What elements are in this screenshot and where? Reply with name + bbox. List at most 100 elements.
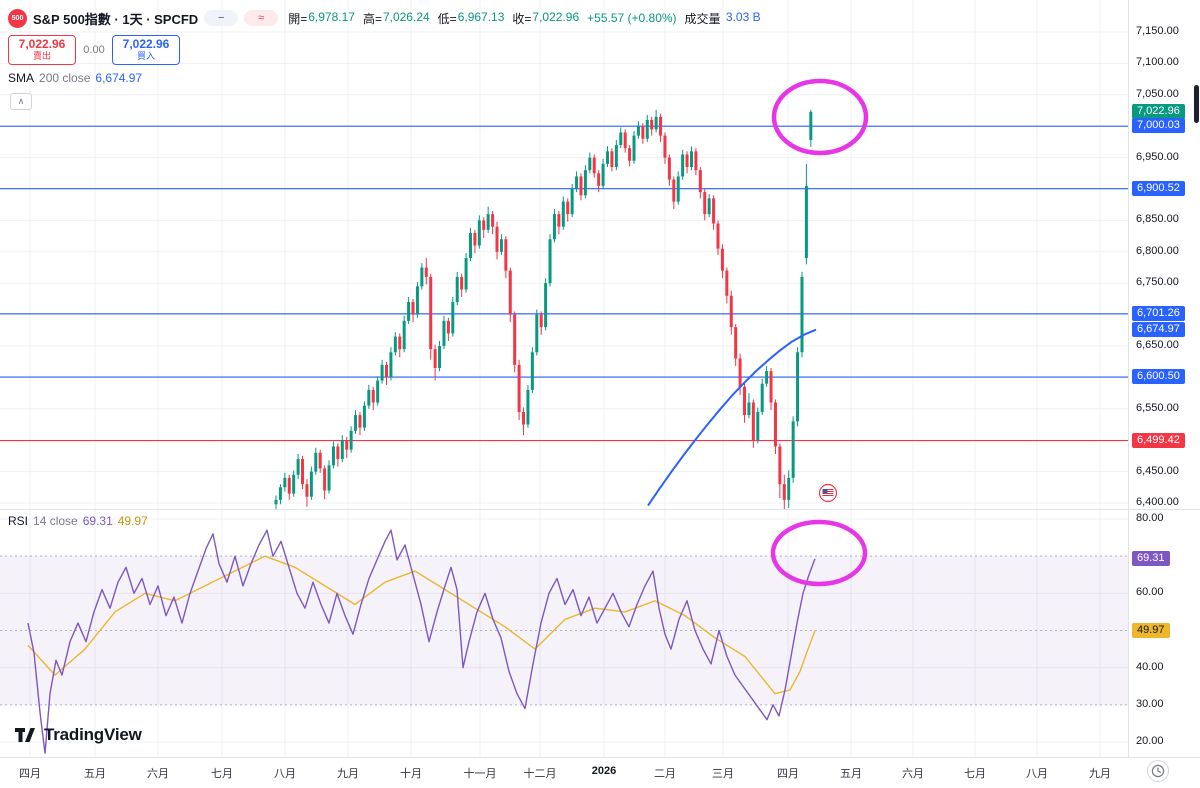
candle	[486, 206, 490, 233]
candle	[610, 148, 614, 172]
rsi-ma-line[interactable]	[27, 555, 816, 695]
candle	[287, 474, 291, 500]
time-axis-month-label: 五月	[840, 768, 862, 780]
candle	[756, 407, 760, 444]
candle	[464, 253, 468, 293]
highlight-ellipse-rsi[interactable]	[770, 519, 868, 587]
candle	[415, 281, 419, 318]
open-label: 開=	[288, 11, 308, 26]
buy-button[interactable]: 7,022.96 買入	[112, 35, 180, 65]
axis-price-badge: 7,022.96	[1132, 103, 1185, 119]
axis-tick-label: 20.00	[1136, 735, 1164, 747]
candle	[791, 416, 795, 483]
candle	[694, 148, 698, 176]
candle	[606, 146, 609, 168]
ohlc-readout: 開= 6,978.17 高= 7,026.24 低= 6,967.13 收= 7,022…	[288, 10, 760, 27]
candle	[420, 263, 424, 290]
candle	[720, 244, 724, 279]
candle	[376, 376, 380, 406]
candle	[579, 173, 583, 201]
candle	[782, 474, 786, 510]
candle	[535, 309, 539, 356]
time-axis-month-label: 七月	[211, 768, 233, 780]
candle	[672, 176, 676, 210]
time-axis-month-label: 十二月	[523, 768, 557, 780]
price-pane-canvas[interactable]	[0, 0, 1128, 510]
open-value: 6,978.17	[308, 9, 355, 24]
rsi-band-fill	[0, 556, 1128, 705]
candle	[787, 470, 791, 509]
pane-divider[interactable]	[0, 509, 1200, 510]
time-axis-month-label: 六月	[147, 768, 169, 780]
clock-icon	[1151, 764, 1165, 778]
time-axis-month-label: 二月	[654, 768, 676, 780]
candle	[477, 215, 481, 249]
candle	[570, 183, 574, 218]
candle	[305, 479, 309, 507]
candle	[667, 154, 671, 186]
axis-tick-label: 6,650.00	[1136, 339, 1179, 351]
sma200-line[interactable]	[647, 328, 817, 507]
close-value: 7,022.96	[532, 9, 580, 24]
candle	[689, 146, 693, 171]
time-axis-month-label: 十月	[400, 768, 422, 780]
candle	[482, 217, 486, 238]
time-axis-month-label: 十一月	[463, 768, 497, 780]
candle	[588, 152, 592, 174]
axis-price-badge: 49.97	[1132, 622, 1170, 638]
market-status-icon[interactable]: ≈	[244, 10, 279, 26]
time-axis-month-label: 九月	[337, 768, 359, 780]
candle	[513, 311, 517, 373]
candle	[765, 366, 769, 387]
candle	[336, 443, 340, 467]
sma-indicator-legend[interactable]: SMA 200 close 6,674.97	[8, 71, 142, 85]
axis-tick-label: 7,050.00	[1136, 87, 1179, 100]
candle	[429, 273, 433, 360]
candle	[296, 454, 300, 480]
candle	[729, 290, 733, 335]
candle	[623, 129, 627, 153]
candle	[499, 234, 503, 255]
highlight-ellipse-price[interactable]	[771, 78, 869, 156]
change-value: +55.57 (+0.80%)	[587, 11, 677, 25]
time-axis[interactable]: 四月 五月 六月 七月 八月 九月 十月 十一月 十二月 2026 二月 三月 四月 五月 六月 七月 八月 九月	[0, 757, 1200, 788]
candle	[804, 163, 808, 265]
candle	[380, 359, 384, 384]
high-value: 7,026.24	[382, 9, 430, 24]
time-axis-month-label: 三月	[712, 768, 734, 780]
candle	[707, 194, 711, 218]
candle	[628, 145, 632, 167]
candle	[438, 340, 442, 372]
volume-label: 成交量	[684, 11, 721, 26]
tradingview-watermark[interactable]: TradingView	[12, 722, 142, 748]
axis-price-badge: 6,900.52	[1132, 180, 1185, 196]
candle	[769, 367, 773, 411]
time-axis-month-label: 五月	[84, 768, 106, 780]
rsi-line[interactable]	[27, 529, 816, 754]
legend-minimize-icon[interactable]: −	[204, 10, 239, 26]
candle	[530, 347, 534, 394]
candle	[283, 472, 287, 492]
sell-label: 賣出	[32, 51, 51, 61]
watermark-text: TradingView	[44, 725, 142, 744]
timezone-clock-button[interactable]	[1147, 760, 1169, 782]
candle	[367, 384, 371, 409]
time-axis-month-label: 八月	[1026, 768, 1048, 780]
low-label: 低=	[437, 11, 457, 26]
scrollbar-thumb[interactable]	[1194, 85, 1199, 123]
candle	[583, 165, 587, 199]
price-axis[interactable]: 7,150.007,100.007,050.007,000.006,950.00…	[1128, 0, 1200, 757]
symbol-title[interactable]: S&P 500指數 · 1天 · SPCFD	[33, 11, 199, 27]
candle	[681, 150, 685, 180]
rsi-indicator-legend[interactable]: RSI 14 close 69.31 49.97	[8, 514, 148, 528]
candle	[398, 333, 402, 358]
rsi-pane-canvas[interactable]	[0, 510, 1128, 757]
candle	[703, 189, 707, 221]
axis-tick-label: 7,100.00	[1136, 56, 1179, 69]
sell-button[interactable]: 7,022.96 賣出	[8, 35, 76, 65]
candle	[411, 298, 415, 323]
us-flag-event-icon[interactable]	[818, 483, 838, 503]
candle	[508, 267, 512, 323]
pane-collapse-button[interactable]: ∧	[10, 93, 32, 110]
candle	[495, 221, 499, 260]
